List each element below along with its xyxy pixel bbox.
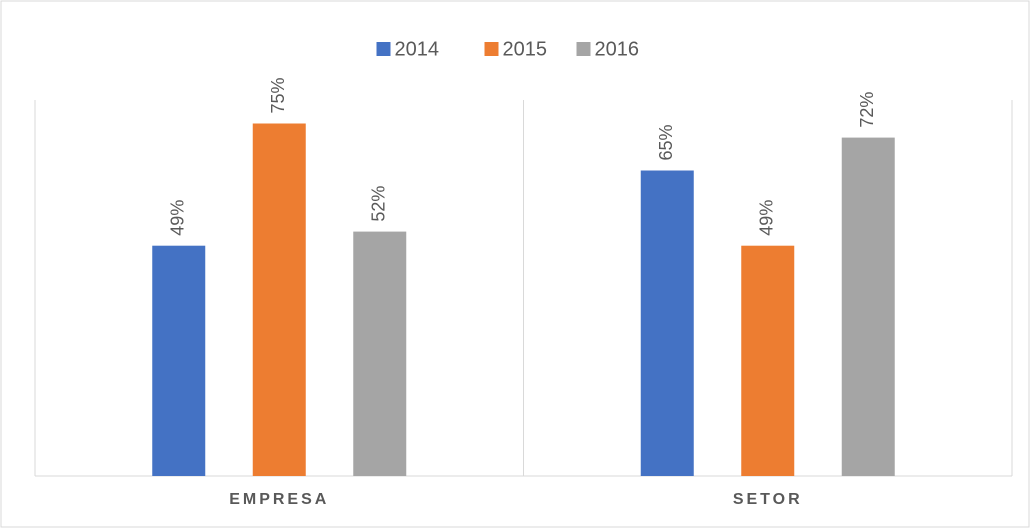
bar bbox=[252, 123, 306, 476]
legend-swatch bbox=[376, 42, 391, 56]
legend-swatch bbox=[484, 42, 499, 56]
bar bbox=[841, 137, 895, 476]
data-label: 65% bbox=[656, 124, 676, 160]
data-label: 49% bbox=[168, 200, 188, 236]
data-label: 75% bbox=[268, 77, 288, 113]
data-label: 49% bbox=[757, 200, 777, 236]
data-label: 52% bbox=[369, 186, 389, 222]
bar bbox=[152, 245, 206, 476]
x-tick-label: EMPRESA bbox=[229, 491, 329, 508]
x-tick-label: SETOR bbox=[733, 491, 803, 508]
data-label: 72% bbox=[857, 92, 877, 128]
bar bbox=[640, 170, 694, 476]
legend-swatch bbox=[576, 42, 591, 56]
legend-label: 2015 bbox=[503, 38, 548, 60]
bar bbox=[353, 231, 407, 476]
legend-label: 2016 bbox=[595, 38, 640, 60]
bar bbox=[741, 245, 795, 476]
legend-label: 2014 bbox=[395, 38, 440, 60]
